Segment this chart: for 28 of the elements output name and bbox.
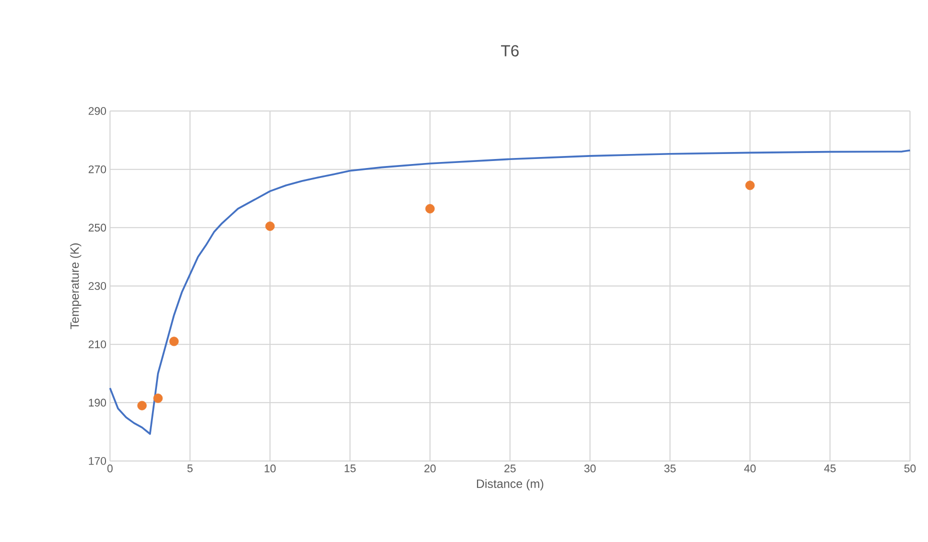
- x-tick-label: 40: [744, 464, 756, 472]
- point: [425, 204, 435, 214]
- y-tick-label: 190: [88, 398, 106, 407]
- x-tick-label: 20: [424, 464, 436, 472]
- point: [153, 394, 163, 403]
- y-tick-label: 250: [88, 224, 106, 232]
- x-tick-label: 25: [504, 464, 516, 472]
- chart-title: T6: [501, 45, 519, 56]
- x-tick-label: 0: [107, 464, 113, 472]
- x-axis-title: Distance (m): [476, 479, 544, 490]
- point: [169, 336, 179, 346]
- y-axis-title: Temperature (K): [70, 243, 82, 330]
- x-tick-label: 45: [824, 464, 836, 472]
- y-tick-label: 270: [88, 165, 106, 174]
- x-tick-label: 35: [664, 464, 676, 472]
- point: [745, 180, 755, 190]
- y-tick-label: 290: [88, 107, 106, 115]
- x-tick-label: 10: [264, 464, 276, 472]
- point: [265, 222, 275, 231]
- y-tick-label: 210: [88, 340, 106, 348]
- line-series: [109, 149, 911, 435]
- x-tick-label: 50: [904, 464, 916, 472]
- y-tick-label: 230: [88, 282, 106, 290]
- y-tick-label: 170: [88, 457, 106, 465]
- x-tick-label: 5: [187, 464, 193, 472]
- x-tick-label: 15: [344, 464, 356, 472]
- x-tick-label: 30: [584, 464, 596, 472]
- point: [137, 400, 147, 410]
